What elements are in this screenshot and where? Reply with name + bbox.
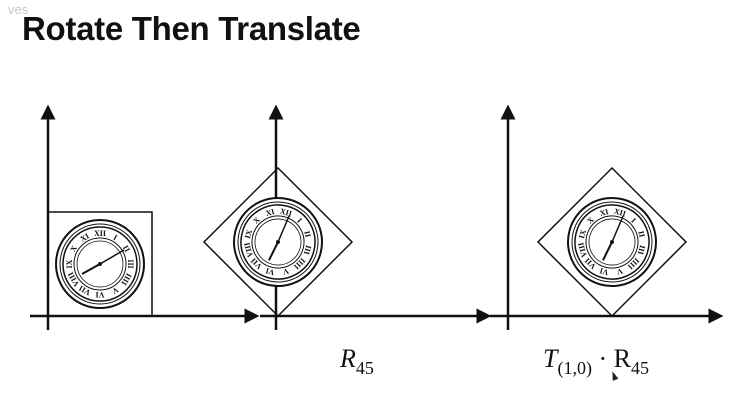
clock-original [55, 219, 145, 309]
minute-hand [611, 215, 624, 243]
minute-hand [277, 215, 290, 243]
hour-hand [602, 241, 613, 261]
hour-hand [81, 263, 101, 275]
panel-rotate-translate [490, 104, 724, 330]
hour-hand [268, 241, 279, 261]
translated-square [536, 166, 688, 318]
label-t10-r45: T(1,0) · R45 [543, 344, 649, 378]
watermark-text: ves [8, 2, 29, 17]
panel-rotated [202, 104, 492, 330]
slide-title: Rotate Then Translate [22, 10, 361, 47]
unit-square [47, 211, 153, 317]
panel-original [30, 104, 260, 330]
minute-hand [99, 249, 125, 265]
label-r45: R45 [340, 344, 374, 378]
clock-translated [557, 187, 667, 297]
clock-rotated [223, 187, 333, 297]
rotated-square [202, 166, 354, 318]
